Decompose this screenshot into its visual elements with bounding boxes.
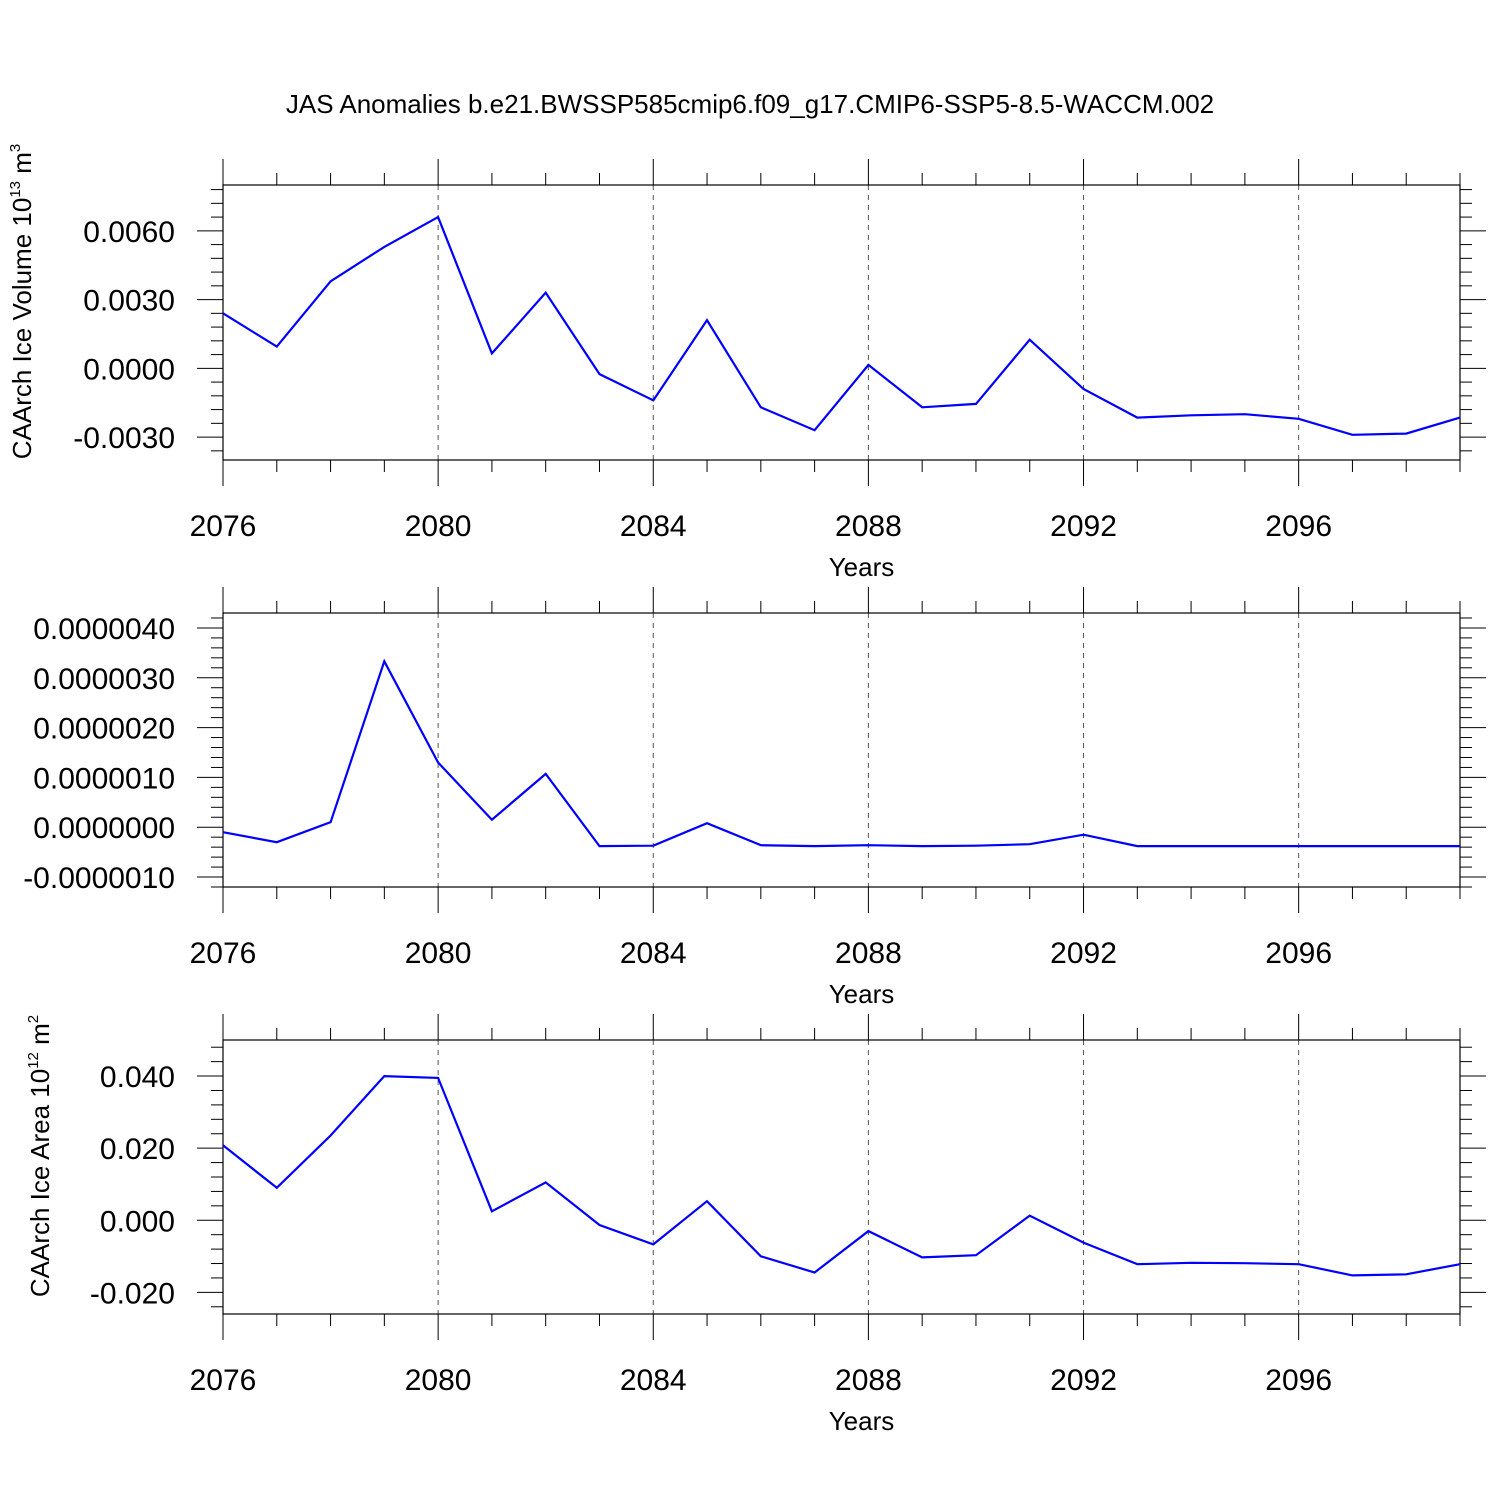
y-tick-label: 0.0060 [83,216,175,249]
series-line [222,658,1460,848]
y-axis-label: CAArch Ice Volume 1013 m3 [7,144,37,460]
x-tick-label: 2088 [835,937,902,970]
y-tick-label: 0.0000030 [33,663,175,696]
y-tick-label: 0.0000 [83,353,175,386]
x-tick-label: 2076 [190,510,257,543]
y-tick-label: 0.040 [100,1061,175,1094]
y-tick-label: 0.000 [100,1205,175,1238]
y-tick-label: 0.0030 [83,285,175,318]
x-axis-label: Years [829,1406,895,1436]
x-tick-label: 2092 [1050,937,1117,970]
x-axis-label: Years [829,552,895,582]
plot-frame [222,184,1461,461]
x-tick-label: 2092 [1050,510,1117,543]
x-tick-label: 2096 [1265,1364,1332,1397]
x-tick-label: 2080 [405,510,472,543]
chart-title: JAS Anomalies b.e21.BWSSP585cmip6.f09_g1… [286,89,1214,119]
series-line [222,1074,1461,1277]
y-tick-label: -0.0000010 [23,862,175,895]
y-axis-label: CAArch Ice Area 1012 m2 [25,1015,55,1297]
x-tick-label: 2080 [405,1364,472,1397]
y-tick-label: 0.020 [100,1133,175,1166]
x-tick-label: 2096 [1265,510,1332,543]
x-axis-label: Years [829,979,895,1009]
x-tick-label: 2092 [1050,1364,1117,1397]
y-tick-label: 0.0000000 [33,812,175,845]
x-tick-label: 2088 [835,1364,902,1397]
y-tick-label: 0.0000040 [33,613,175,646]
y-tick-label: 0.0000020 [33,713,175,746]
x-tick-label: 2080 [405,937,472,970]
plot-frame [222,1039,1461,1315]
y-tick-label: -0.020 [90,1277,175,1310]
x-tick-label: 2096 [1265,937,1332,970]
x-tick-label: 2076 [190,937,257,970]
series-line [222,215,1461,436]
x-tick-label: 2088 [835,510,902,543]
x-tick-label: 2084 [620,1364,687,1397]
y-tick-label: -0.0030 [73,422,175,455]
x-tick-label: 2084 [620,937,687,970]
x-tick-label: 2084 [620,510,687,543]
plot-frame [222,612,1461,888]
x-tick-label: 2076 [190,1364,257,1397]
panel-volume: 2076 2080 2084 2088 2092 2096 -0.0030 0.0000 0.0… [7,144,1486,582]
panel-area: 2076 2080 2084 2088 2092 2096 -0.020 0.000 0.020… [25,1014,1486,1436]
y-tick-label: 0.0000010 [33,762,175,795]
panel-middle: 2076 2080 2084 2088 2092 2096 -0.0000010 0.0000… [23,587,1486,1009]
